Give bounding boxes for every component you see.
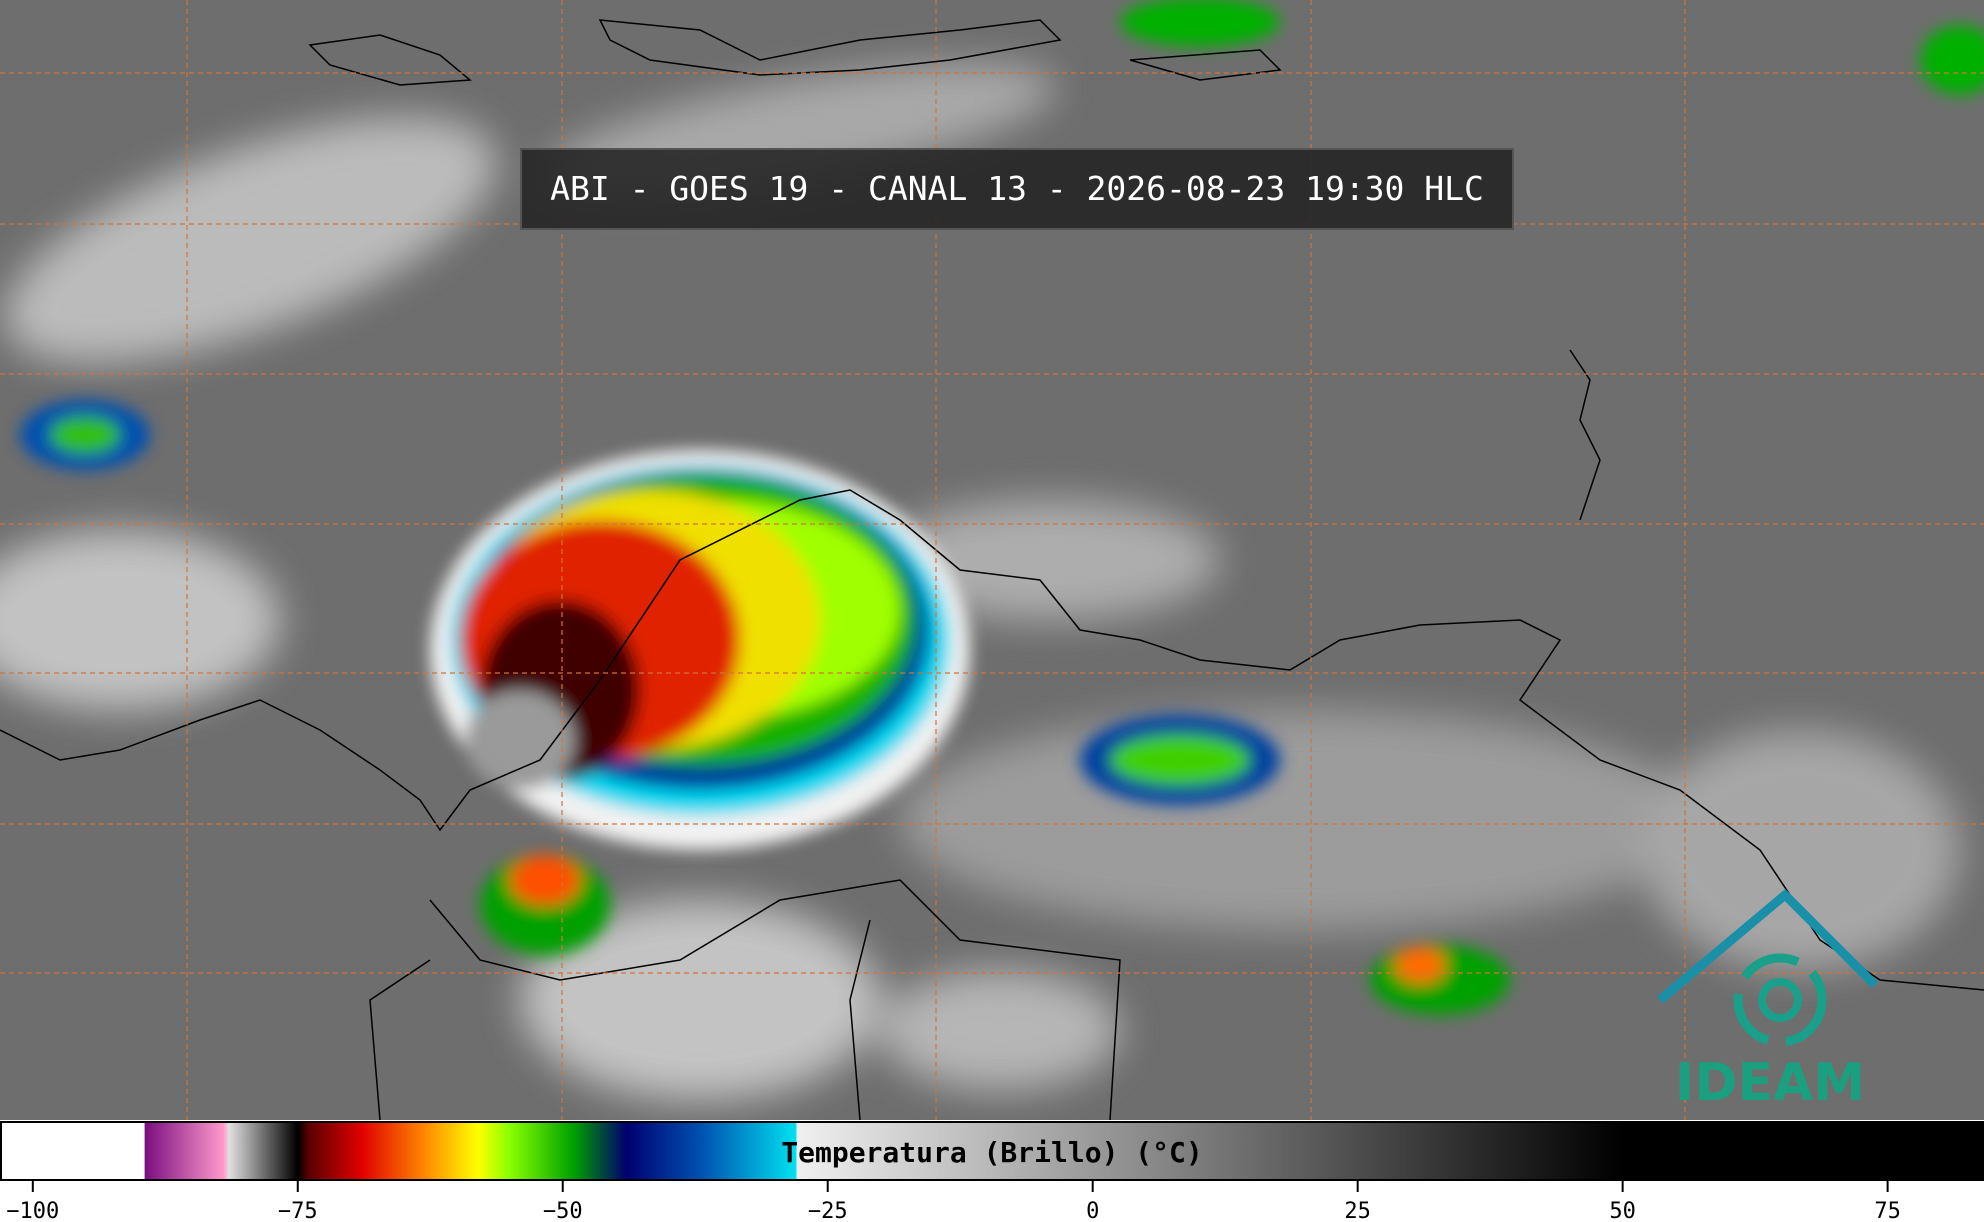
title: ABI - GOES 19 - CANAL 13 - 2026-08-23 19… <box>550 169 1484 208</box>
tick-label: 0 <box>1086 1199 1099 1222</box>
logo-swirl <box>1733 953 1827 1047</box>
tick-label: −100 <box>6 1199 59 1222</box>
title-box: ABI - GOES 19 - CANAL 13 - 2026-08-23 19… <box>520 148 1514 230</box>
tick-label: −25 <box>808 1199 848 1222</box>
colorbar-label: Temperatura (Brillo) (°C) <box>781 1136 1202 1169</box>
coastlines <box>0 19 1984 1121</box>
tick-label: 50 <box>1609 1199 1636 1222</box>
tick-label: 75 <box>1874 1199 1901 1222</box>
tick-label: 25 <box>1344 1199 1371 1222</box>
tick-label: −50 <box>543 1199 583 1222</box>
storm <box>20 0 1984 1015</box>
title-background <box>520 148 1514 230</box>
logo-roof <box>1657 888 1879 1004</box>
logo-text: IDEAM <box>1675 1053 1865 1113</box>
colorbar: Temperatura (Brillo) (°C) −100 −75 −50 −25 0… <box>0 1120 1984 1222</box>
logo-core <box>1758 978 1802 1022</box>
tick-label: −75 <box>278 1199 318 1222</box>
logo: IDEAM <box>1657 888 1879 1113</box>
clouds <box>0 63 1960 1100</box>
colorbar-ramp <box>0 1121 1984 1181</box>
